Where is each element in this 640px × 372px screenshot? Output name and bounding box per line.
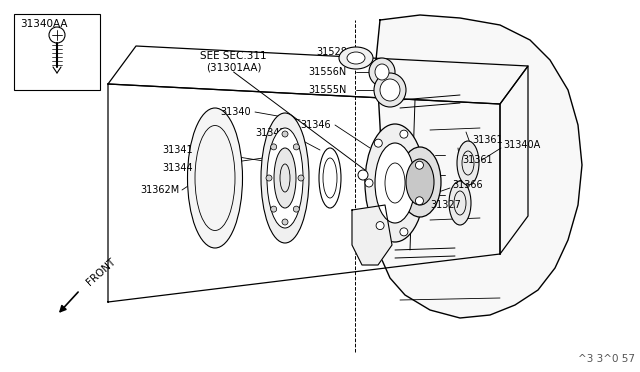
Ellipse shape <box>339 47 373 69</box>
Circle shape <box>358 170 368 180</box>
Ellipse shape <box>365 124 425 242</box>
Circle shape <box>282 131 288 137</box>
Text: SEE SEC.311
(31301AA): SEE SEC.311 (31301AA) <box>200 51 267 73</box>
Ellipse shape <box>399 147 441 217</box>
Polygon shape <box>376 15 582 318</box>
Ellipse shape <box>380 79 400 101</box>
Text: ^3 3^0 57: ^3 3^0 57 <box>578 354 635 364</box>
Circle shape <box>400 228 408 236</box>
Circle shape <box>293 206 300 212</box>
Text: FRONT: FRONT <box>85 256 118 287</box>
Circle shape <box>400 130 408 138</box>
Bar <box>14 14 100 90</box>
Circle shape <box>271 144 276 150</box>
Ellipse shape <box>374 73 406 107</box>
Text: 31327: 31327 <box>430 200 461 210</box>
Text: 31361: 31361 <box>462 155 493 165</box>
Text: 31347: 31347 <box>255 128 285 138</box>
Circle shape <box>271 206 276 212</box>
Text: 31556N: 31556N <box>308 67 346 77</box>
Text: 31341: 31341 <box>162 145 193 155</box>
Ellipse shape <box>406 159 434 205</box>
Text: 31340AA: 31340AA <box>20 19 67 29</box>
Circle shape <box>415 161 424 169</box>
Ellipse shape <box>261 113 309 243</box>
Circle shape <box>298 175 304 181</box>
Circle shape <box>266 175 272 181</box>
Ellipse shape <box>267 128 303 228</box>
Text: 31361: 31361 <box>472 135 502 145</box>
Circle shape <box>374 139 382 147</box>
Ellipse shape <box>375 143 415 223</box>
Text: 31362M: 31362M <box>140 185 179 195</box>
Text: 31555N: 31555N <box>308 85 346 95</box>
Circle shape <box>415 197 424 205</box>
Text: 31340A: 31340A <box>503 140 540 150</box>
Circle shape <box>376 222 384 230</box>
Circle shape <box>282 219 288 225</box>
Ellipse shape <box>188 108 243 248</box>
Text: 31344: 31344 <box>162 163 193 173</box>
Ellipse shape <box>375 64 389 80</box>
Circle shape <box>293 144 300 150</box>
Text: 31340: 31340 <box>220 107 251 117</box>
Ellipse shape <box>449 181 471 225</box>
Ellipse shape <box>369 58 395 86</box>
Text: 31346: 31346 <box>300 120 331 130</box>
Circle shape <box>365 179 373 187</box>
Ellipse shape <box>347 52 365 64</box>
Ellipse shape <box>274 148 296 208</box>
Ellipse shape <box>457 141 479 185</box>
Text: 31528: 31528 <box>316 47 347 57</box>
Text: 31366: 31366 <box>452 180 483 190</box>
Polygon shape <box>352 205 392 265</box>
